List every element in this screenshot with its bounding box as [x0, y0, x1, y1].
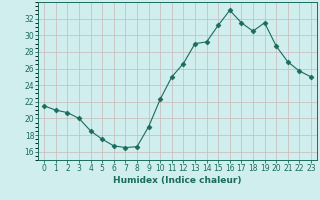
X-axis label: Humidex (Indice chaleur): Humidex (Indice chaleur)	[113, 176, 242, 185]
